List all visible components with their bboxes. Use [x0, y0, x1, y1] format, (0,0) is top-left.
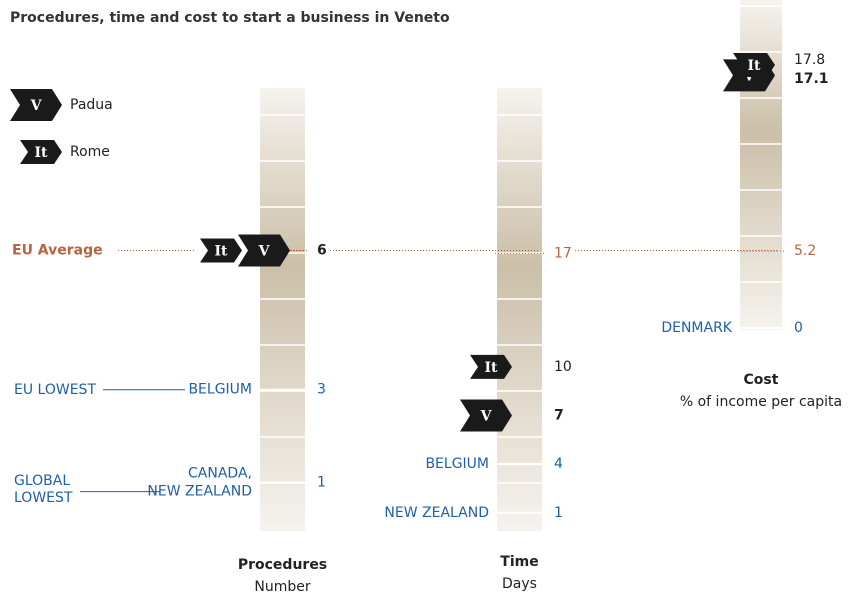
eu-value: 17: [554, 245, 572, 261]
badge-text: V: [30, 98, 43, 114]
scale-bar: [260, 88, 305, 531]
benchmark-country: NEW ZEALAND: [384, 505, 489, 521]
badge-text: V: [480, 409, 493, 425]
benchmark-value: 1: [554, 505, 563, 521]
rome-value: 17.8: [794, 52, 825, 68]
marker-badge: V: [238, 234, 290, 267]
badge-shape: [470, 354, 512, 379]
padua-value: 6: [317, 242, 327, 258]
eu-value: 5.2: [794, 243, 816, 259]
benchmark-country: BELGIUM: [188, 382, 252, 398]
chart-title: Procedures, time and cost to start a bus…: [10, 10, 450, 26]
badge-text: It: [747, 58, 761, 74]
panel-title: Cost: [744, 372, 779, 388]
badge-text: It: [484, 360, 498, 376]
benchmark-country: NEW ZEALAND: [147, 484, 252, 500]
badge-shape: [10, 89, 62, 121]
marker-badge: V: [10, 89, 62, 121]
global-lowest-label: GLOBAL: [14, 473, 70, 489]
panel-subtitle: % of income per capita: [680, 394, 842, 410]
benchmark-value: 3: [317, 382, 326, 398]
badge-text: It: [214, 243, 228, 259]
badge-text: It: [34, 145, 48, 161]
marker-badge: It: [470, 354, 512, 379]
marker-badge: It: [733, 53, 775, 78]
panel-subtitle: Number: [254, 579, 310, 595]
scale-bar: [740, 0, 782, 330]
legend-label: Rome: [70, 144, 110, 160]
marker-badge: V: [460, 399, 512, 432]
benchmark-value: 1: [317, 475, 326, 491]
badge-shape: [460, 399, 512, 432]
badge-shape: [733, 53, 775, 78]
badge-text: V: [258, 243, 271, 259]
scale-bar: [497, 88, 542, 531]
panel-subtitle: Days: [502, 576, 537, 592]
marker-badge: It: [200, 238, 242, 263]
padua-value: 7: [554, 408, 564, 424]
panel-title: Procedures: [238, 557, 327, 573]
global-lowest-label: LOWEST: [14, 490, 73, 506]
eu-average-label: EU Average: [12, 242, 103, 258]
benchmark-country: BELGIUM: [425, 456, 489, 472]
benchmark-country: CANADA,: [188, 466, 252, 482]
benchmark-value: 0: [794, 320, 803, 336]
panel-title: Time: [500, 554, 538, 570]
benchmark-country: DENMARK: [661, 320, 732, 336]
badge-shape: [200, 238, 242, 263]
rome-value: 10: [554, 359, 572, 375]
legend-label: Padua: [70, 97, 113, 113]
marker-badge: It: [20, 140, 62, 164]
badge-shape: [20, 140, 62, 164]
eu-lowest-label: EU LOWEST: [14, 382, 96, 398]
benchmark-value: 4: [554, 456, 563, 472]
badge-shape: [238, 234, 290, 267]
padua-value: 17.1: [794, 71, 829, 87]
